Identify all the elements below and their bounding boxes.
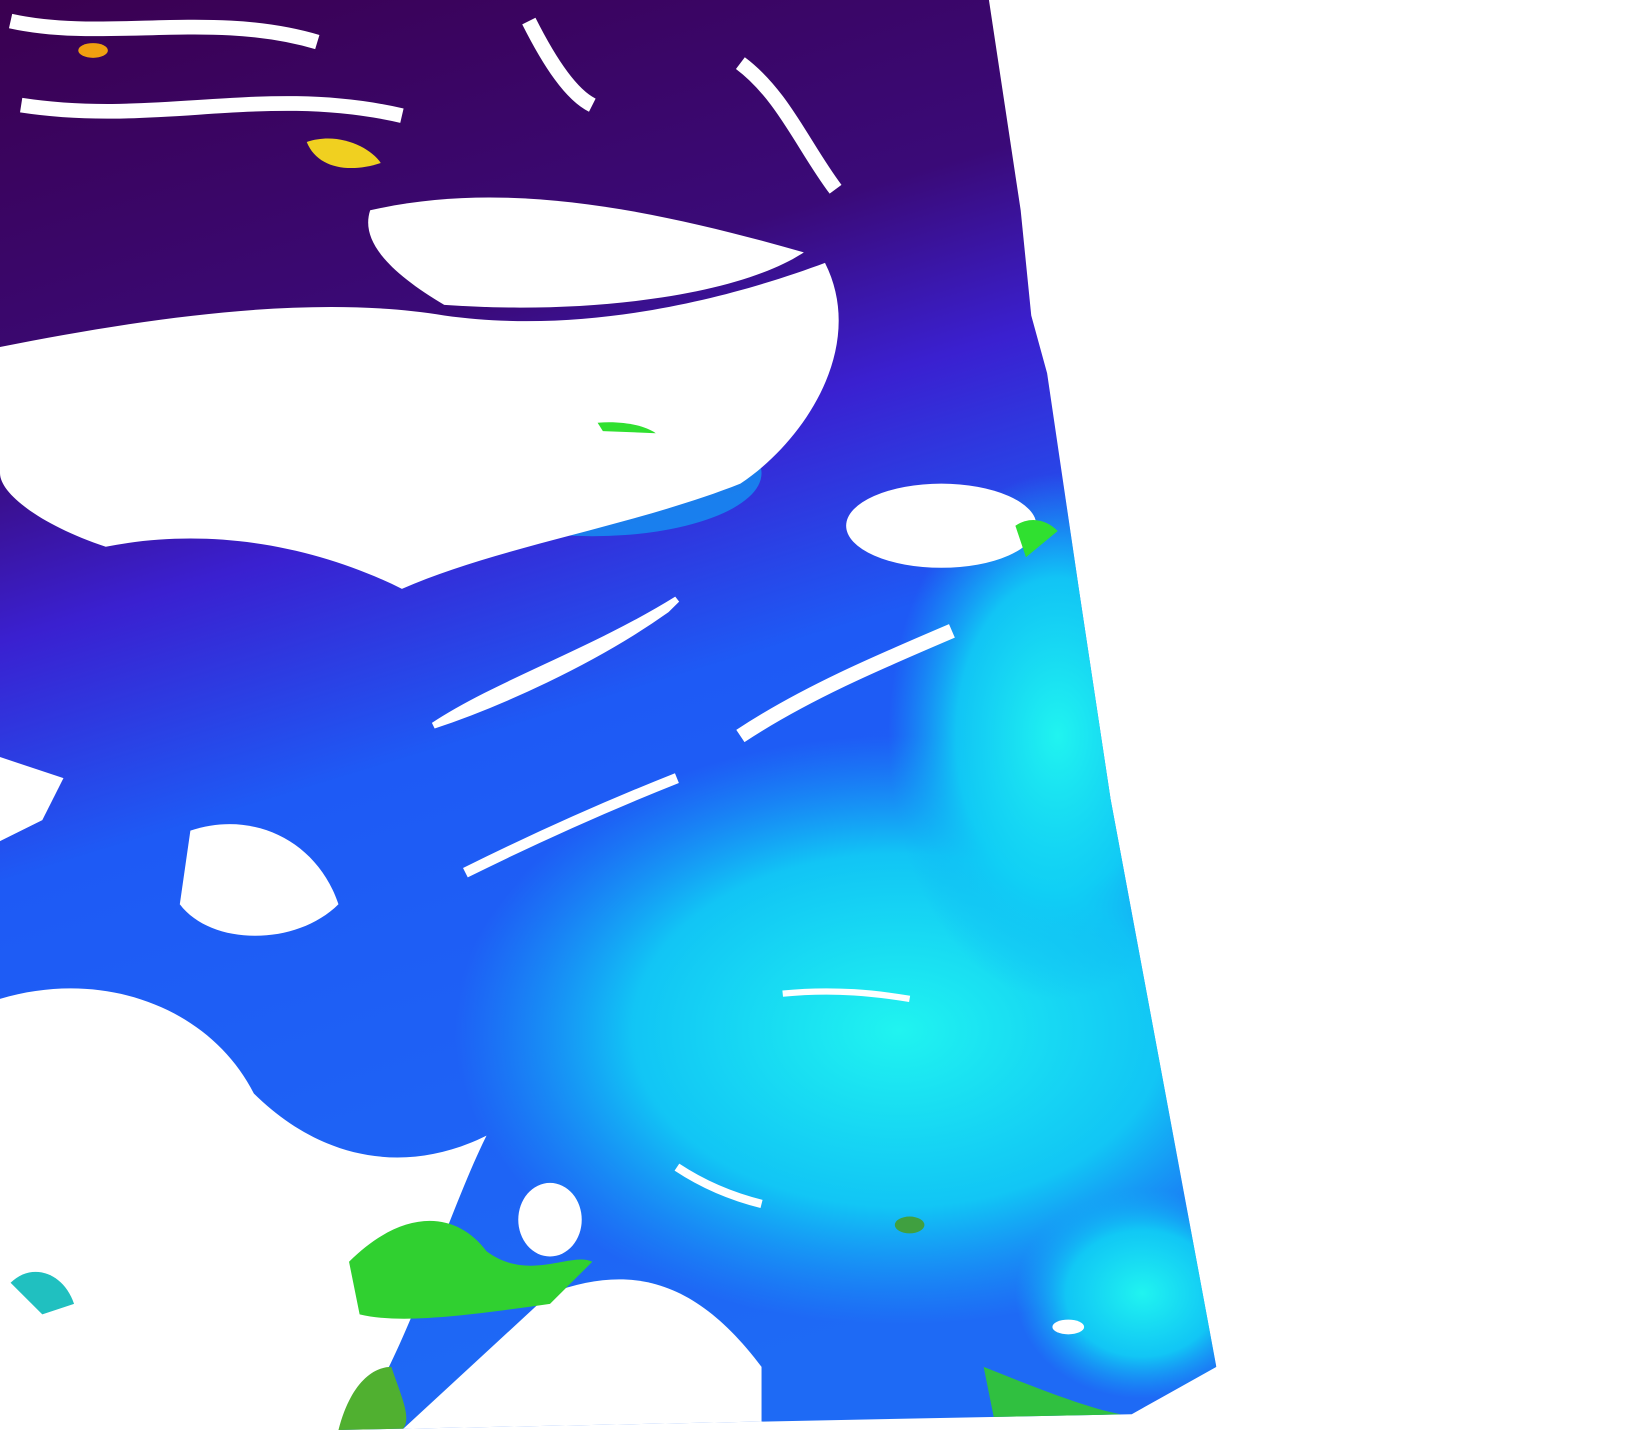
coastline-high-region <box>349 1220 593 1319</box>
cloud-mask <box>0 13 1085 1430</box>
